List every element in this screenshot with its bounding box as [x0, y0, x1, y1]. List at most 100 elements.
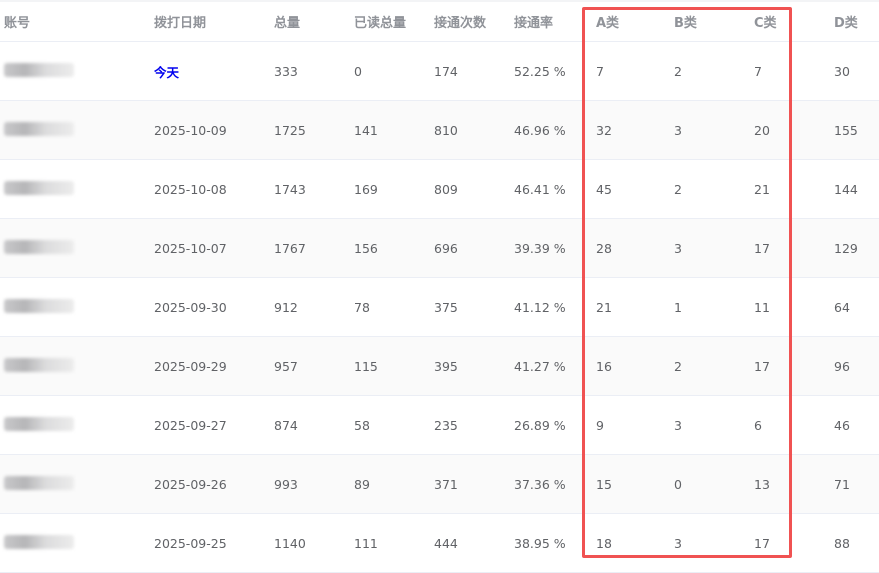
class-a-cell: 16: [596, 358, 612, 374]
header-read-total[interactable]: 已读总量: [354, 2, 434, 42]
read-total-column-cell: 78: [354, 277, 434, 337]
total-column-cell: 912: [274, 277, 354, 337]
table-row[interactable]: 2025-09-25 1140 111 444 38.95 % 18 3 17 88: [0, 513, 879, 573]
class-a-column-cell: 7: [596, 41, 674, 101]
class-c-column-cell: 17: [754, 336, 834, 396]
account-cell: [0, 100, 154, 160]
blurred-account: [4, 357, 74, 372]
header-class-b[interactable]: B类: [674, 2, 754, 42]
header-connected-count[interactable]: 接通次数: [434, 2, 514, 42]
connect-rate-cell: 46.41 %: [514, 181, 566, 197]
account-cell: [0, 218, 154, 278]
header-date[interactable]: 拨打日期: [154, 2, 274, 42]
class-b-cell: 2: [674, 63, 682, 79]
table-row[interactable]: 2025-09-26 993 89 371 37.36 % 15 0 13 71: [0, 454, 879, 514]
connect-rate-cell: 52.25 %: [514, 63, 566, 79]
connect-rate-column-cell: 26.89 %: [514, 395, 596, 455]
class-b-column-cell: 3: [674, 100, 754, 160]
read-total-cell: 58: [354, 417, 370, 433]
account-cell: [0, 41, 154, 101]
class-d-column-cell: 96: [834, 336, 879, 396]
header-class-d[interactable]: D类: [834, 2, 879, 42]
total-cell: 1725: [274, 122, 306, 138]
table-row[interactable]: 2025-10-08 1743 169 809 46.41 % 45 2 21 144: [0, 159, 879, 219]
table-row[interactable]: 今天 333 0 174 52.25 % 7 2 7 30: [0, 41, 879, 101]
class-a-cell: 28: [596, 240, 612, 256]
class-b-cell: 0: [674, 476, 682, 492]
class-d-column-cell: 46: [834, 395, 879, 455]
class-b-cell: 3: [674, 535, 682, 551]
connected-count-column-cell: 444: [434, 513, 514, 573]
account-cell: [0, 277, 154, 337]
class-b-column-cell: 2: [674, 41, 754, 101]
account-cell: [0, 513, 154, 573]
class-c-column-cell: 21: [754, 159, 834, 219]
class-d-cell: 71: [834, 476, 850, 492]
class-a-cell: 21: [596, 299, 612, 315]
class-a-column-cell: 45: [596, 159, 674, 219]
table-row[interactable]: 2025-09-30 912 78 375 41.12 % 21 1 11 64: [0, 277, 879, 337]
connect-rate-cell: 46.96 %: [514, 122, 566, 138]
connected-count-column-cell: 395: [434, 336, 514, 396]
date-cell: 2025-09-30: [154, 299, 227, 315]
connected-count-cell: 371: [434, 476, 458, 492]
date-column-cell: 2025-09-30: [154, 277, 274, 337]
total-column-cell: 957: [274, 336, 354, 396]
class-c-cell: 17: [754, 535, 770, 551]
table-row[interactable]: 2025-10-09 1725 141 810 46.96 % 32 3 20 155: [0, 100, 879, 160]
class-a-column-cell: 9: [596, 395, 674, 455]
connected-count-cell: 174: [434, 63, 458, 79]
date-cell: 2025-09-27: [154, 417, 227, 433]
total-column-cell: 1743: [274, 159, 354, 219]
header-account[interactable]: 账号: [0, 2, 154, 42]
class-a-column-cell: 16: [596, 336, 674, 396]
class-c-cell: 11: [754, 299, 770, 315]
class-b-column-cell: 3: [674, 395, 754, 455]
account-cell: [0, 336, 154, 396]
table-row[interactable]: 2025-09-27 874 58 235 26.89 % 9 3 6 46: [0, 395, 879, 455]
date-cell: 2025-09-25: [154, 535, 227, 551]
total-cell: 1743: [274, 181, 306, 197]
header-class-a[interactable]: A类: [596, 2, 674, 42]
date-cell: 2025-10-09: [154, 122, 227, 138]
class-c-cell: 21: [754, 181, 770, 197]
connected-count-column-cell: 809: [434, 159, 514, 219]
read-total-cell: 115: [354, 358, 378, 374]
blurred-account: [4, 121, 74, 136]
account-cell: [0, 454, 154, 514]
date-column-cell: 2025-10-09: [154, 100, 274, 160]
read-total-column-cell: 0: [354, 41, 434, 101]
class-a-cell: 32: [596, 122, 612, 138]
connected-count-cell: 235: [434, 417, 458, 433]
class-c-column-cell: 6: [754, 395, 834, 455]
date-cell[interactable]: 今天: [154, 64, 180, 80]
header-class-c[interactable]: C类: [754, 2, 834, 42]
read-total-column-cell: 156: [354, 218, 434, 278]
blurred-account: [4, 62, 74, 77]
class-a-cell: 15: [596, 476, 612, 492]
total-column-cell: 1725: [274, 100, 354, 160]
connect-rate-cell: 38.95 %: [514, 535, 566, 551]
class-c-cell: 7: [754, 63, 762, 79]
connected-count-cell: 375: [434, 299, 458, 315]
total-column-cell: 874: [274, 395, 354, 455]
blurred-account: [4, 239, 74, 254]
connect-rate-column-cell: 39.39 %: [514, 218, 596, 278]
class-b-column-cell: 2: [674, 159, 754, 219]
connect-rate-column-cell: 46.41 %: [514, 159, 596, 219]
date-cell: 2025-10-08: [154, 181, 227, 197]
header-total[interactable]: 总量: [274, 2, 354, 42]
header-connect-rate[interactable]: 接通率: [514, 2, 596, 42]
class-c-column-cell: 11: [754, 277, 834, 337]
class-b-cell: 1: [674, 299, 682, 315]
total-column-cell: 993: [274, 454, 354, 514]
table-row[interactable]: 2025-10-07 1767 156 696 39.39 % 28 3 17 129: [0, 218, 879, 278]
connect-rate-column-cell: 46.96 %: [514, 100, 596, 160]
table-row[interactable]: 2025-09-29 957 115 395 41.27 % 16 2 17 96: [0, 336, 879, 396]
total-cell: 993: [274, 476, 298, 492]
read-total-column-cell: 111: [354, 513, 434, 573]
connect-rate-cell: 37.36 %: [514, 476, 566, 492]
class-a-cell: 18: [596, 535, 612, 551]
date-column-cell: 2025-09-29: [154, 336, 274, 396]
connect-rate-column-cell: 37.36 %: [514, 454, 596, 514]
